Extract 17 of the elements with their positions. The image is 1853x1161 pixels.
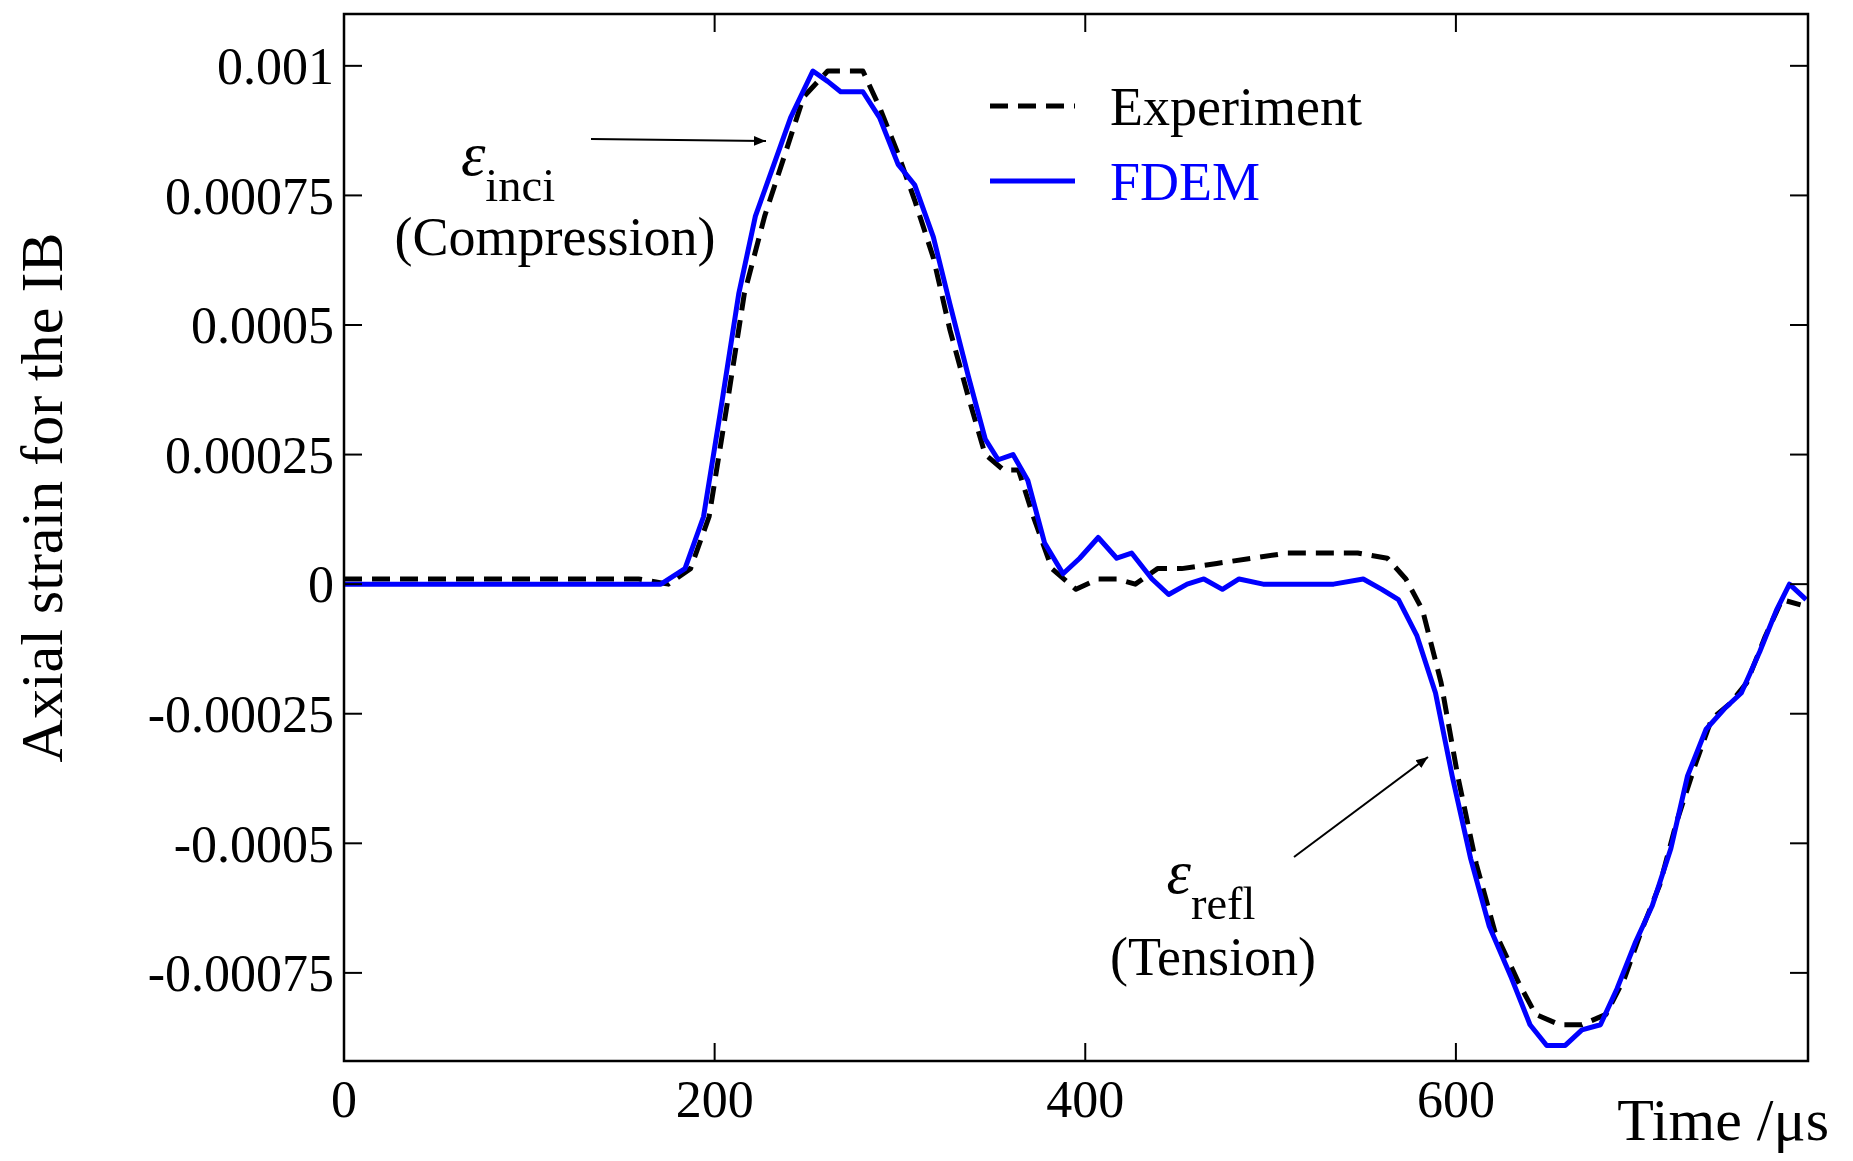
annotation: ε$_{refl}$ (Tension): [1109, 838, 1317, 987]
y-tick-label: 0.00025: [165, 426, 334, 484]
y-tick-label: 0: [308, 556, 334, 614]
x-tick-label: 600: [1416, 1071, 1495, 1128]
y-tick-label: -0.00075: [147, 945, 334, 1003]
y-axis-title: Axial strain for the IB: [9, 232, 75, 763]
y-tick-label: 0.00075: [165, 167, 334, 225]
x-tick-label: 200: [675, 1071, 754, 1128]
annotation: ε$_{inci}$ (Compression): [394, 120, 716, 267]
legend-label: Experiment: [1110, 76, 1362, 137]
y-tick-label: 0.001: [217, 38, 334, 96]
x-tick-label: 400: [1046, 1071, 1125, 1128]
y-tick-label: -0.0005: [173, 815, 334, 873]
x-axis-title: Time /μs: [1617, 1087, 1829, 1153]
legend-label: FDEM: [1110, 151, 1261, 212]
y-tick-label: -0.00025: [147, 685, 334, 743]
y-tick-label: 0.0005: [191, 297, 334, 355]
